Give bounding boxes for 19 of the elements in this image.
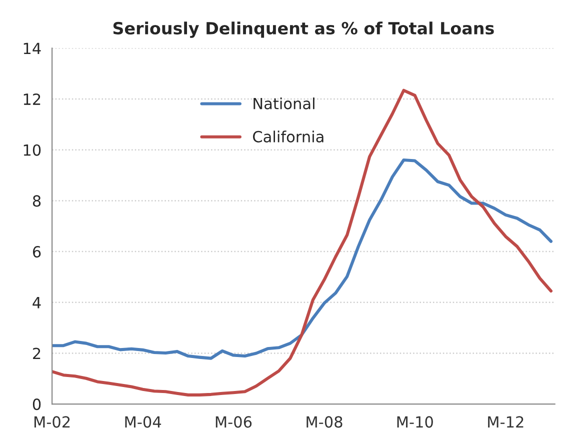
y-tick-label: 0 bbox=[32, 398, 41, 410]
x-tick-label: M-04 bbox=[125, 416, 162, 428]
line-series bbox=[52, 158, 553, 360]
legend-label: California bbox=[253, 130, 324, 142]
y-tick-label: 6 bbox=[32, 246, 41, 258]
x-tick-label: M-10 bbox=[397, 416, 433, 428]
y-tick-label: 14 bbox=[24, 42, 41, 54]
y-tick-label: 10 bbox=[24, 144, 41, 156]
x-tick-label: M-08 bbox=[306, 416, 342, 428]
x-tick-label: M-06 bbox=[216, 416, 252, 428]
legend-label: National bbox=[254, 98, 314, 110]
chart-title: Seriously Delinquent as % of Total Loans bbox=[113, 22, 494, 38]
y-tick-label: 12 bbox=[24, 93, 40, 105]
x-tick-label: M-02 bbox=[34, 416, 70, 428]
x-tick-label: M-12 bbox=[488, 416, 524, 428]
y-tick-label: 4 bbox=[32, 297, 41, 308]
y-tick-label: 2 bbox=[33, 348, 40, 360]
line-series bbox=[52, 88, 553, 396]
y-tick-label: 8 bbox=[32, 195, 41, 207]
